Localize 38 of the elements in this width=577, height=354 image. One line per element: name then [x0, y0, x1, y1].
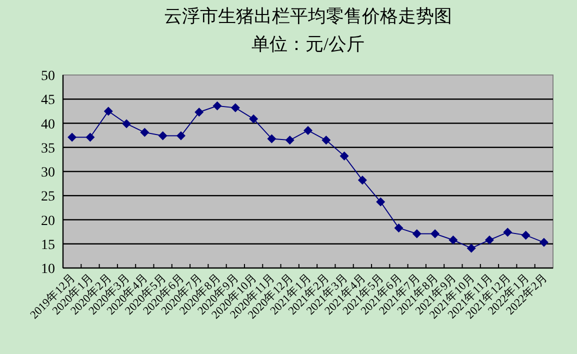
point — [104, 106, 113, 116]
y-tick-label: 35 — [41, 141, 55, 156]
point — [394, 223, 404, 232]
point — [358, 176, 367, 185]
point — [376, 197, 386, 206]
point — [122, 119, 132, 128]
point — [267, 134, 276, 144]
y-tick-label: 50 — [41, 69, 55, 84]
y-tick-label: 45 — [41, 93, 55, 108]
point — [304, 126, 312, 135]
point — [539, 238, 548, 247]
point — [86, 132, 95, 142]
point — [448, 236, 458, 245]
point — [285, 136, 294, 145]
point — [430, 229, 440, 238]
y-tick-label: 40 — [41, 117, 55, 132]
point — [212, 101, 222, 110]
point — [158, 131, 168, 140]
y-tick-label: 10 — [41, 262, 55, 277]
point — [484, 236, 494, 245]
point — [249, 114, 258, 124]
chart-title: 云浮市生猪出栏平均零售价格走势图 — [164, 6, 452, 26]
point — [140, 128, 150, 137]
y-tick-label: 15 — [41, 238, 55, 253]
point — [521, 230, 530, 240]
point — [176, 131, 186, 140]
point — [230, 103, 240, 112]
chart-subtitle: 单位：元/公斤 — [251, 34, 365, 54]
point — [322, 136, 331, 145]
point — [194, 108, 204, 117]
y-tick-label: 30 — [41, 166, 55, 180]
point — [466, 244, 476, 253]
point — [68, 132, 77, 142]
point — [503, 228, 512, 237]
y-tick-label: 25 — [41, 190, 55, 205]
point — [412, 229, 422, 238]
point — [340, 152, 349, 161]
y-tick-label: 20 — [41, 214, 55, 229]
